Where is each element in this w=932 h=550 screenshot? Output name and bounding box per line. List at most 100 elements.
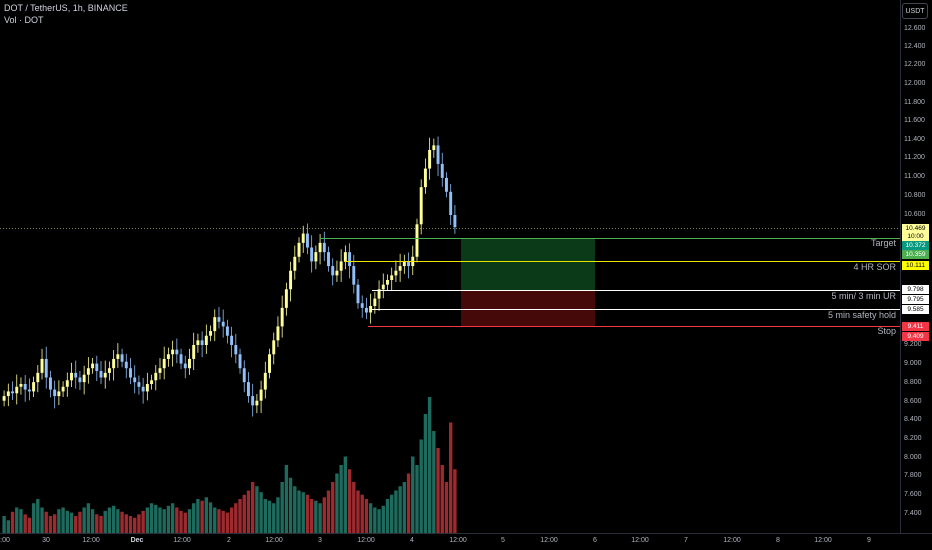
- time-tick: 8: [776, 537, 780, 544]
- volume-bar: [217, 509, 221, 533]
- volume-bar: [238, 499, 242, 533]
- price-label: 10.469: [902, 223, 929, 233]
- volume-bar: [394, 490, 398, 533]
- volume-bar: [229, 507, 234, 533]
- candle-body: [204, 335, 208, 345]
- candle-body: [65, 380, 69, 387]
- volume-bar: [15, 507, 19, 533]
- volume-bar: [288, 477, 293, 533]
- volume-bar: [272, 503, 276, 533]
- time-tick: 4: [410, 537, 414, 544]
- volume-bar: [293, 486, 297, 533]
- candle-body: [23, 384, 27, 390]
- volume-bar: [124, 514, 128, 533]
- volume-bar: [149, 503, 154, 533]
- price-label: 9.411: [902, 321, 929, 331]
- volume-bar: [192, 503, 196, 533]
- candle-body: [112, 358, 116, 369]
- price-tick: 7.800: [904, 472, 922, 479]
- time-tick: 30: [42, 537, 50, 544]
- candle-body: [188, 358, 191, 369]
- volume-bar: [406, 473, 411, 533]
- volume-bar: [415, 465, 419, 533]
- symbol-legend[interactable]: DOT / TetherUS, 1h, BINANCE: [4, 3, 128, 13]
- candle-body: [162, 358, 166, 369]
- time-tick: 12:00: [814, 537, 832, 544]
- price-tick: 12.000: [904, 80, 926, 87]
- volume-bar: [250, 482, 255, 533]
- level-label: 5 min safety hold: [827, 310, 896, 320]
- candle-body: [150, 380, 154, 384]
- candle-body: [36, 372, 40, 383]
- volume-bar: [255, 486, 259, 533]
- volume-bar: [179, 510, 183, 533]
- candle-body: [322, 242, 326, 253]
- candle-body: [44, 358, 48, 378]
- time-tick: 5: [501, 537, 505, 544]
- volume-bar: [204, 497, 209, 533]
- volume-bar: [221, 510, 225, 533]
- volume-bar: [402, 482, 407, 533]
- volume-bar: [99, 516, 103, 533]
- candle-body: [86, 368, 90, 375]
- volume-bar: [368, 503, 373, 533]
- volume-bar: [74, 516, 78, 533]
- candle-body: [419, 187, 423, 225]
- candle-body: [360, 303, 364, 308]
- profit-zone: [461, 238, 595, 290]
- candle-body: [259, 389, 263, 401]
- candle-body: [192, 345, 196, 359]
- volume-bar: [2, 516, 6, 533]
- volume-bar: [128, 516, 133, 533]
- candle-body: [331, 266, 335, 276]
- price-tick: 8.800: [904, 379, 922, 386]
- volume-bar: [343, 456, 348, 533]
- volume-bar: [339, 465, 343, 533]
- price-label: 9.795: [902, 294, 929, 304]
- price-tick: 10.600: [904, 211, 926, 218]
- volume-bar: [242, 494, 246, 533]
- volume-bar: [225, 512, 230, 533]
- price-tick: 8.000: [904, 454, 922, 461]
- time-tick: 12:00: [449, 537, 467, 544]
- time-tick: 2: [227, 537, 231, 544]
- volume-bar: [318, 503, 322, 533]
- candle-body: [373, 298, 377, 306]
- candle-body: [453, 215, 457, 228]
- candle-body: [284, 289, 288, 308]
- candle-body: [78, 377, 82, 383]
- volume-bar: [276, 497, 280, 533]
- candle-body: [255, 400, 259, 406]
- candle-body: [449, 191, 453, 215]
- candle-body: [339, 261, 343, 271]
- volume-bar: [436, 448, 440, 533]
- candle-body: [407, 261, 411, 267]
- volume-bar: [86, 503, 91, 533]
- price-tick: 11.200: [904, 154, 925, 161]
- time-tick: 12:00: [723, 537, 741, 544]
- volume-bars: [2, 397, 457, 533]
- volume-bar: [373, 507, 377, 533]
- volume-legend[interactable]: Vol · DOT: [4, 15, 44, 25]
- candle-body: [166, 354, 170, 359]
- candle-body: [107, 368, 111, 373]
- volume-bar: [170, 503, 175, 533]
- level-label: Stop: [877, 326, 896, 336]
- candle-body: [251, 396, 255, 406]
- level-label: Target: [870, 238, 896, 248]
- volume-bar: [314, 500, 318, 533]
- candle-body: [246, 382, 250, 397]
- candle-body: [171, 349, 175, 355]
- candle-body: [158, 368, 162, 373]
- candle-body: [129, 368, 132, 378]
- currency-unit-button[interactable]: USDT: [902, 3, 928, 19]
- volume-bar: [246, 490, 251, 533]
- candle-body: [343, 252, 347, 262]
- price-tick: 10.800: [904, 192, 926, 199]
- candle-body: [293, 256, 297, 271]
- candle-body: [238, 354, 242, 369]
- level-label: 5 min/ 3 min UR: [831, 291, 896, 301]
- candle-body: [297, 242, 301, 257]
- volume-bar: [213, 507, 217, 533]
